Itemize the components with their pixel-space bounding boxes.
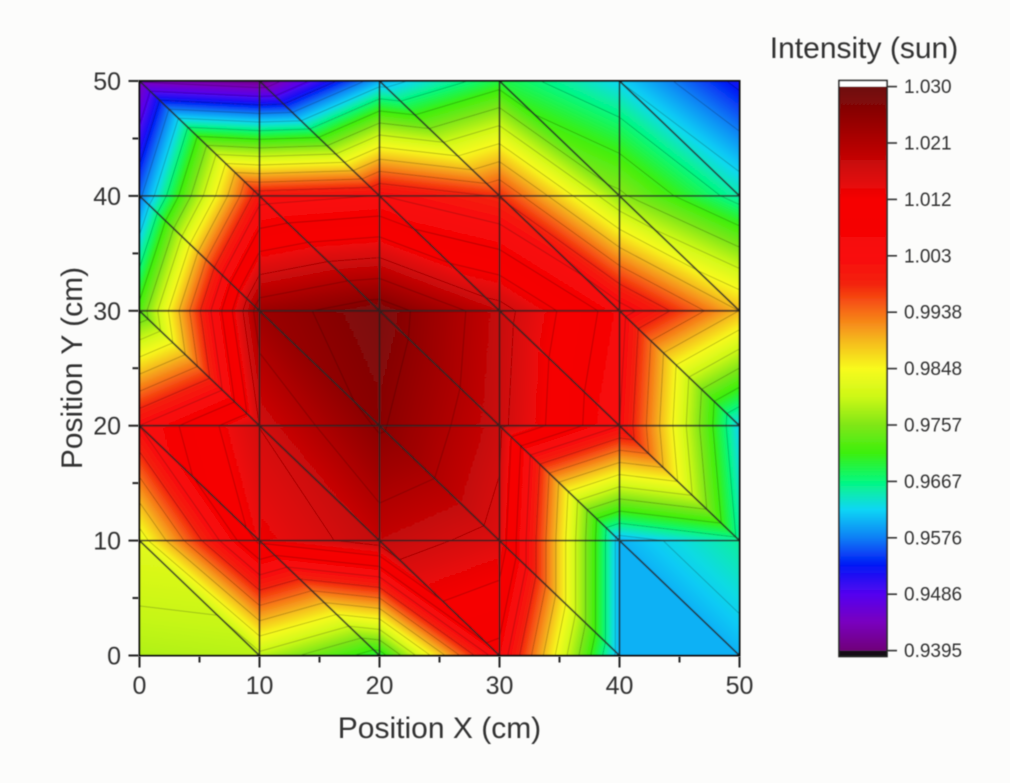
svg-text:10: 10	[246, 672, 274, 700]
svg-text:30: 30	[93, 298, 121, 326]
svg-text:30: 30	[486, 672, 514, 700]
svg-text:1.003: 1.003	[904, 246, 952, 267]
svg-text:0.9395: 0.9395	[904, 641, 962, 662]
svg-text:Intensity (sun): Intensity (sun)	[770, 32, 958, 65]
svg-text:0.9757: 0.9757	[904, 416, 962, 437]
svg-text:0: 0	[133, 672, 147, 700]
svg-text:0.9486: 0.9486	[904, 585, 962, 606]
svg-text:Position Y (cm): Position Y (cm)	[56, 267, 89, 469]
svg-text:50: 50	[726, 672, 754, 700]
svg-text:0: 0	[107, 643, 121, 671]
svg-text:50: 50	[93, 68, 121, 96]
svg-text:20: 20	[366, 672, 394, 700]
svg-text:40: 40	[93, 183, 121, 211]
svg-text:Position X (cm): Position X (cm)	[338, 712, 541, 745]
svg-text:10: 10	[93, 528, 121, 556]
svg-text:1.021: 1.021	[904, 134, 952, 155]
svg-text:1.030: 1.030	[904, 77, 952, 98]
svg-text:40: 40	[606, 672, 634, 700]
svg-text:20: 20	[93, 413, 121, 441]
svg-text:1.012: 1.012	[904, 190, 952, 211]
svg-text:0.9667: 0.9667	[904, 472, 962, 493]
svg-text:0.9576: 0.9576	[904, 528, 962, 549]
svg-text:0.9848: 0.9848	[904, 359, 962, 380]
svg-text:0.9938: 0.9938	[904, 303, 962, 324]
